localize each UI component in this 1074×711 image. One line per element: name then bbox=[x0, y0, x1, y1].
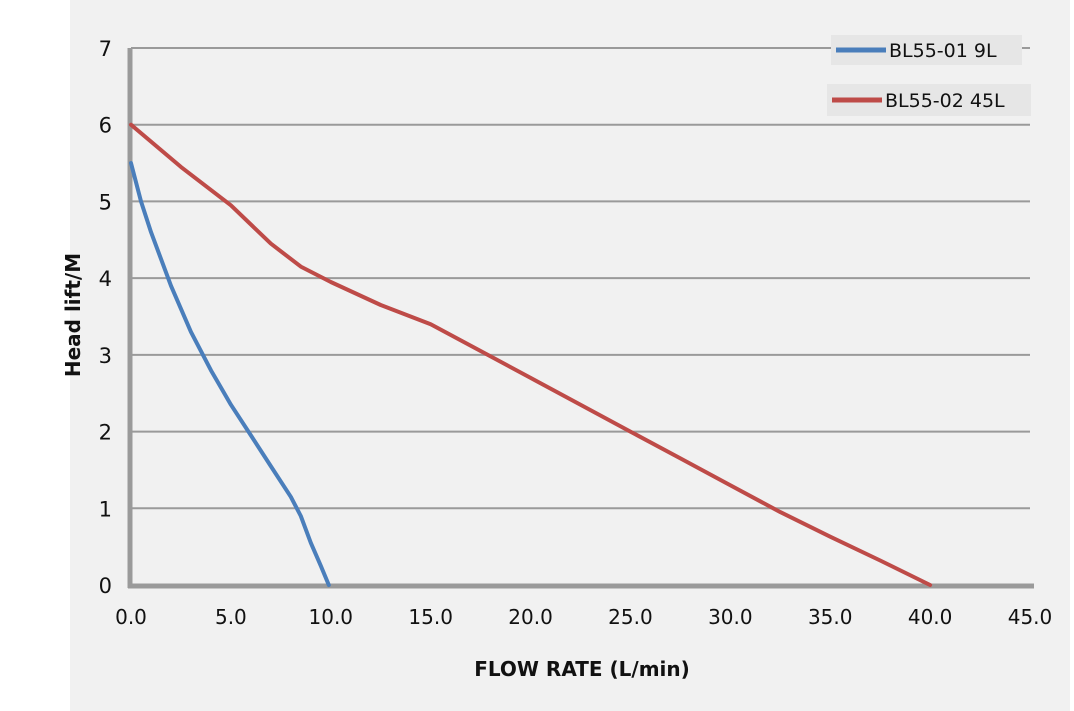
x-tick-label: 45.0 bbox=[1008, 605, 1053, 629]
x-tick-label: 0.0 bbox=[115, 605, 147, 629]
y-tick-label: 6 bbox=[99, 114, 112, 138]
legend: BL55-01 9L BL55-02 45L bbox=[827, 35, 1031, 116]
legend-label: BL55-02 45L bbox=[885, 90, 1005, 112]
y-tick-label: 2 bbox=[99, 421, 112, 445]
axes bbox=[127, 48, 1034, 589]
y-tick-label: 0 bbox=[99, 574, 112, 598]
x-tick-label: 15.0 bbox=[408, 605, 453, 629]
y-tick-label: 1 bbox=[99, 497, 112, 521]
series-line bbox=[129, 122, 933, 587]
y-axis-title: Head lift/M bbox=[61, 253, 85, 377]
x-axis-title: FLOW RATE (L/min) bbox=[474, 657, 690, 681]
x-tick-label: 10.0 bbox=[309, 605, 354, 629]
x-tick-label: 30.0 bbox=[708, 605, 753, 629]
legend-label: BL55-01 9L bbox=[889, 40, 997, 62]
x-tick-label: 5.0 bbox=[215, 605, 247, 629]
y-tick-label: 3 bbox=[99, 344, 112, 368]
x-tick-label: 40.0 bbox=[908, 605, 953, 629]
y-tick-label: 7 bbox=[99, 37, 112, 61]
x-tick-label: 25.0 bbox=[608, 605, 653, 629]
series-lines bbox=[129, 122, 933, 587]
y-tick-label: 4 bbox=[99, 267, 112, 291]
y-tick-label: 5 bbox=[99, 190, 112, 214]
series-line bbox=[129, 161, 331, 587]
x-tick-label: 20.0 bbox=[508, 605, 553, 629]
x-tick-label: 35.0 bbox=[808, 605, 853, 629]
tick-labels: 0 1 2 3 4 5 6 7 0.0 5.0 10.0 15.0 20.0 25.0 30.0 35.0 40… bbox=[99, 37, 1053, 629]
